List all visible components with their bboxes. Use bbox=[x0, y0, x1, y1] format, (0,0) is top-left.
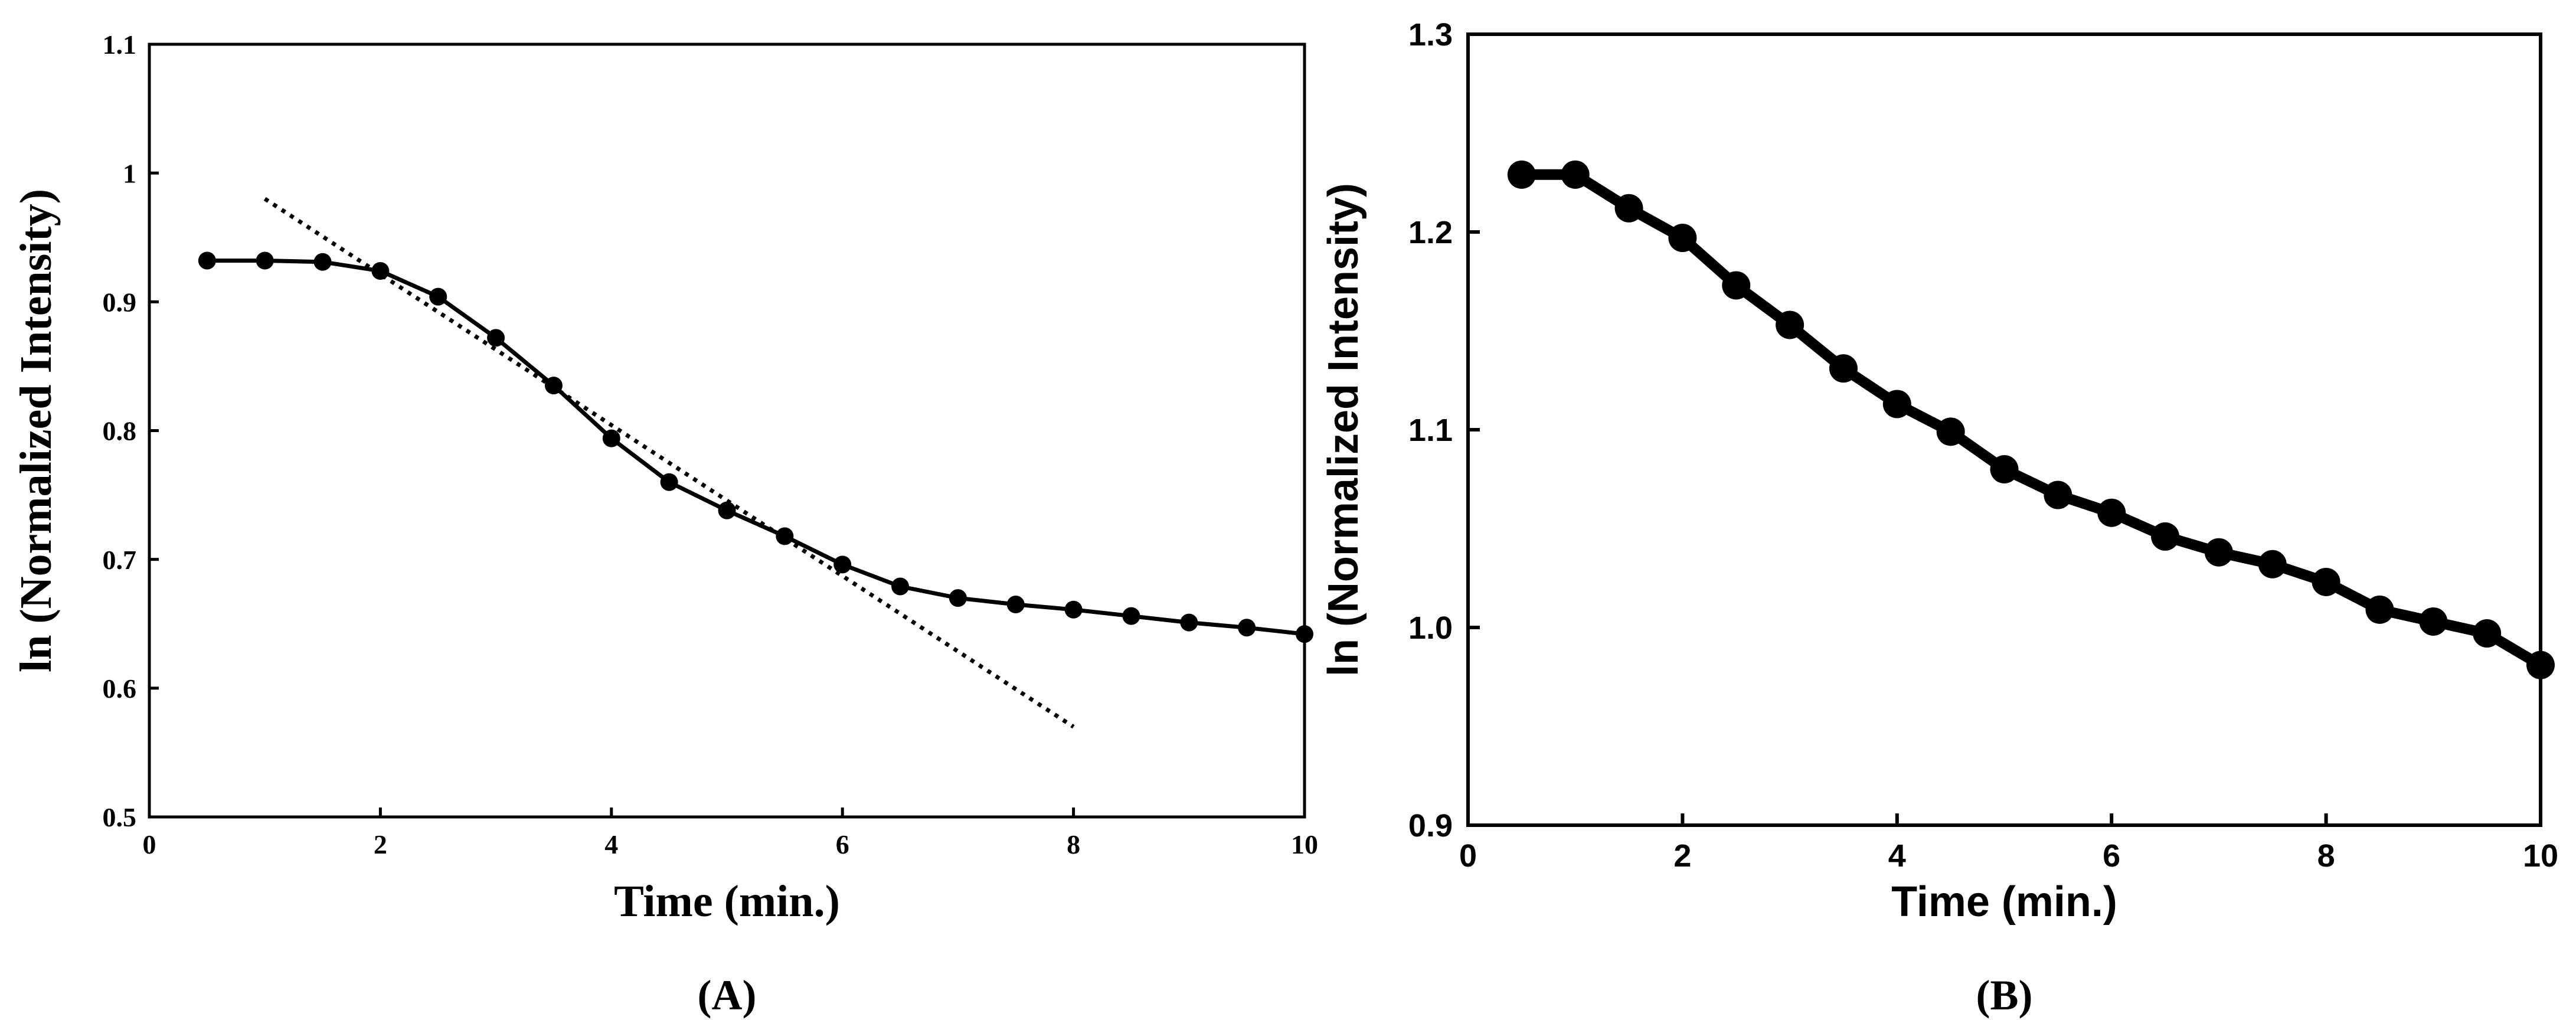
x-tick-label: 10 bbox=[2523, 838, 2558, 874]
data-point bbox=[256, 251, 274, 270]
y-tick-label: 1.0 bbox=[1408, 610, 1453, 646]
data-point bbox=[1006, 596, 1025, 614]
y-tick-label: 1.1 bbox=[1408, 413, 1453, 448]
chart-panel-a: 0 2 4 6 8 10 0.50.60.70.80.911.1 Time (min.) … bbox=[11, 30, 1318, 1019]
data-point bbox=[1882, 390, 1911, 419]
data-point bbox=[2151, 522, 2180, 551]
x-tick-label: 0 bbox=[1459, 838, 1477, 874]
x-tick-label: 8 bbox=[2317, 838, 2335, 874]
data-point bbox=[2204, 538, 2233, 567]
data-point bbox=[1296, 625, 1313, 643]
y-axis-ticks-a: 0.5 0.6 0.7 0.8 0.9 1 1.1 bbox=[103, 30, 159, 832]
data-point bbox=[1238, 619, 1256, 637]
data-point bbox=[891, 577, 910, 596]
y-tick-label: 0.5 bbox=[103, 802, 137, 832]
fit-line bbox=[263, 197, 1075, 729]
y-tick-label: 1.1 bbox=[103, 30, 137, 60]
data-point bbox=[2526, 650, 2555, 679]
chart-panel-b: 0 2 4 6 8 10 0.9 1.0 1.1 1.2 1.3 Time (min.) ln (… bbox=[1320, 17, 2558, 1019]
data-point bbox=[602, 429, 620, 447]
y-axis-label-a: ln (Normalized Intensity) bbox=[11, 189, 61, 672]
data-point bbox=[1990, 455, 2019, 483]
y-axis-ticks-b: 0.9 1.0 1.1 1.2 1.3 bbox=[1408, 17, 1480, 844]
y-axis-label-b: ln (Normalized Intensity) bbox=[1320, 183, 1367, 676]
data-point bbox=[198, 251, 216, 270]
x-tick-label: 6 bbox=[2103, 838, 2120, 874]
series-group-b bbox=[1507, 160, 2555, 679]
y-tick-label: 0.6 bbox=[103, 674, 137, 704]
data-point bbox=[949, 589, 967, 607]
data-point bbox=[1722, 271, 1751, 300]
x-axis-label-a: Time (min.) bbox=[614, 877, 840, 926]
x-tick-label: 8 bbox=[1067, 829, 1080, 859]
x-tick-label: 2 bbox=[1673, 838, 1691, 874]
data-point bbox=[1936, 417, 1965, 446]
data-point bbox=[833, 555, 852, 574]
data-point bbox=[1122, 607, 1140, 625]
data-point bbox=[2312, 567, 2340, 596]
y-tick-label: 1.3 bbox=[1408, 17, 1453, 53]
data-point bbox=[2097, 498, 2126, 527]
x-tick-label: 4 bbox=[1888, 838, 1906, 874]
data-point bbox=[1776, 310, 1804, 339]
data-point bbox=[2258, 550, 2287, 578]
x-tick-label: 10 bbox=[1291, 829, 1318, 859]
panel-label-b: (B) bbox=[1976, 972, 2033, 1019]
panel-label-a: (A) bbox=[698, 972, 757, 1019]
data-point bbox=[1561, 160, 1590, 189]
data-point bbox=[313, 253, 332, 271]
x-tick-label: 2 bbox=[374, 829, 387, 859]
data-point bbox=[2365, 595, 2394, 624]
x-tick-label: 4 bbox=[604, 829, 618, 859]
data-point bbox=[2044, 480, 2072, 509]
data-point bbox=[487, 329, 505, 347]
x-axis-label-b: Time (min.) bbox=[1891, 878, 2117, 926]
series-group-a bbox=[198, 197, 1313, 729]
x-axis-ticks-a: 0 2 4 6 8 10 bbox=[143, 808, 1318, 859]
x-axis-ticks-b: 0 2 4 6 8 10 bbox=[1459, 813, 2558, 874]
y-tick-label: 0.7 bbox=[103, 545, 137, 575]
x-tick-label: 6 bbox=[836, 829, 849, 859]
x-tick-label: 0 bbox=[143, 829, 156, 859]
y-tick-label: 1 bbox=[123, 158, 136, 188]
y-tick-label: 0.9 bbox=[1408, 808, 1453, 844]
data-point bbox=[1180, 613, 1198, 632]
data-point bbox=[429, 287, 447, 306]
data-point bbox=[1668, 224, 1697, 253]
data-point bbox=[718, 501, 736, 519]
y-tick-label: 0.8 bbox=[103, 416, 137, 446]
data-point bbox=[2419, 607, 2448, 636]
y-tick-label: 1.2 bbox=[1408, 215, 1453, 250]
data-point bbox=[1829, 354, 1858, 383]
data-point bbox=[1507, 160, 1536, 189]
data-point bbox=[660, 473, 678, 491]
data-series-line bbox=[207, 259, 1305, 636]
data-point bbox=[2473, 619, 2502, 648]
data-point bbox=[1614, 194, 1643, 223]
y-tick-label: 0.9 bbox=[103, 287, 137, 317]
data-point bbox=[1064, 600, 1083, 619]
